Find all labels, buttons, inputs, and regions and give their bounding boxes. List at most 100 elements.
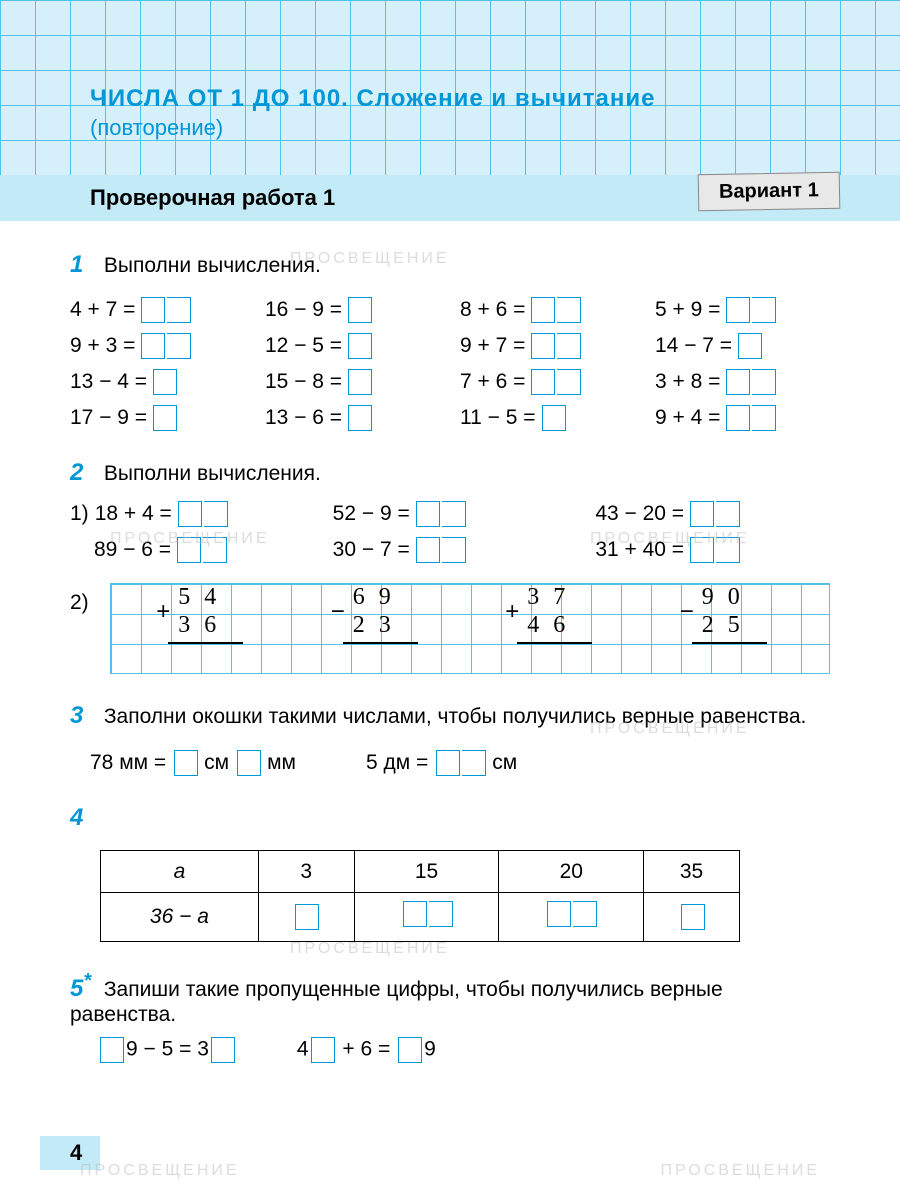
equation: 13 − 6 = [265, 405, 440, 431]
task4-table: a 3 15 20 35 36 − a [100, 850, 740, 942]
answer-box[interactable] [348, 333, 372, 359]
answer-box[interactable] [752, 405, 776, 431]
answer-box[interactable] [726, 405, 750, 431]
answer-box[interactable] [177, 537, 201, 563]
task-number: 3 [70, 702, 98, 730]
eq-text: 31 + 40 = [595, 538, 684, 562]
answer-box[interactable] [416, 501, 440, 527]
eq-text: 52 − 9 = [333, 502, 410, 526]
table-cell: 3 [258, 851, 354, 893]
unit-label: см [492, 751, 517, 775]
eq-text: 9 − 5 = 3 [126, 1038, 209, 1061]
table-cell [499, 893, 644, 942]
answer-box[interactable] [531, 369, 555, 395]
answer-box[interactable] [100, 1037, 124, 1063]
task-number: 1 [70, 251, 98, 279]
equation: 14 − 7 = [655, 333, 830, 359]
operand-2: 23 [353, 612, 405, 639]
answer-box[interactable] [462, 750, 486, 776]
eq-text: 8 + 6 = [460, 298, 525, 322]
table-cell [644, 893, 740, 942]
equation: 11 − 5 = [460, 405, 635, 431]
answer-box[interactable] [203, 537, 227, 563]
row-label: 36 − a [101, 893, 259, 942]
answer-box[interactable] [547, 901, 571, 927]
table-row: a 3 15 20 35 [101, 851, 740, 893]
column-problem: −9025 [672, 584, 792, 673]
answer-box[interactable] [716, 501, 740, 527]
answer-box[interactable] [542, 405, 566, 431]
table-row: 36 − a [101, 893, 740, 942]
units-eq-2: 5 дм = см [366, 750, 517, 776]
answer-box[interactable] [311, 1037, 335, 1063]
answer-box[interactable] [716, 537, 740, 563]
eq-text: 4 [297, 1038, 309, 1061]
equation: 9 + 7 = [460, 333, 635, 359]
eq-text: 18 + 4 = [95, 502, 172, 526]
equation: 12 − 5 = [265, 333, 440, 359]
answer-box[interactable] [752, 369, 776, 395]
answer-box[interactable] [348, 405, 372, 431]
answer-box[interactable] [752, 297, 776, 323]
content-area: 1 Выполни вычисления. 4 + 7 =16 − 9 =8 +… [0, 221, 900, 1063]
answer-box[interactable] [738, 333, 762, 359]
answer-box[interactable] [174, 750, 198, 776]
chapter-title: ЧИСЛА ОТ 1 ДО 100. Сложение и вычитание [90, 85, 656, 113]
answer-box[interactable] [141, 333, 165, 359]
eq-text: 4 + 7 = [70, 298, 135, 322]
answer-box[interactable] [141, 297, 165, 323]
answer-box[interactable] [573, 901, 597, 927]
work-title-bar: Проверочная работа 1 Вариант 1 [0, 175, 900, 221]
answer-box[interactable] [690, 501, 714, 527]
equation: 9 + 4 = [655, 405, 830, 431]
answer-box[interactable] [167, 297, 191, 323]
answer-box[interactable] [531, 297, 555, 323]
operation-sign: − [680, 598, 694, 626]
operand-2: 36 [178, 612, 230, 639]
answer-box[interactable] [557, 333, 581, 359]
operand-1: 90 [702, 584, 754, 611]
answer-box[interactable] [237, 750, 261, 776]
task1-grid: 4 + 7 =16 − 9 =8 + 6 =5 + 9 =9 + 3 =12 −… [70, 297, 830, 431]
answer-box[interactable] [531, 333, 555, 359]
row-label: a [101, 851, 259, 893]
answer-box[interactable] [416, 537, 440, 563]
answer-box[interactable] [403, 901, 427, 927]
equation: 89 − 6 = [70, 537, 305, 563]
answer-box[interactable] [681, 904, 705, 930]
table-cell: 35 [644, 851, 740, 893]
operation-sign: + [156, 598, 170, 626]
answer-box[interactable] [442, 537, 466, 563]
column-problems: 2) +5436−6923+3746−9025 [70, 583, 830, 674]
equation: 8 + 6 = [460, 297, 635, 323]
table-cell: 20 [499, 851, 644, 893]
answer-box[interactable] [726, 297, 750, 323]
answer-box[interactable] [690, 537, 714, 563]
task-2: 2 Выполни вычисления. 1)18 + 4 =52 − 9 =… [70, 459, 830, 674]
eq-text: 17 − 9 = [70, 406, 147, 430]
variant-tab: Вариант 1 [698, 172, 840, 211]
answer-box[interactable] [204, 501, 228, 527]
answer-box[interactable] [167, 333, 191, 359]
answer-box[interactable] [398, 1037, 422, 1063]
task-title: Выполни вычисления. [104, 462, 321, 485]
answer-box[interactable] [295, 904, 319, 930]
work-title: Проверочная работа 1 [90, 185, 335, 210]
eq-text: 9 [424, 1038, 436, 1061]
answer-box[interactable] [429, 901, 453, 927]
task-1: 1 Выполни вычисления. 4 + 7 =16 − 9 =8 +… [70, 251, 830, 431]
task5-equations: 9 − 5 = 3 4 + 6 = 9 [70, 1037, 830, 1063]
answer-box[interactable] [211, 1037, 235, 1063]
answer-box[interactable] [557, 297, 581, 323]
operation-sign: − [331, 598, 345, 626]
answer-box[interactable] [178, 501, 202, 527]
answer-box[interactable] [436, 750, 460, 776]
answer-box[interactable] [442, 501, 466, 527]
answer-box[interactable] [348, 369, 372, 395]
answer-box[interactable] [153, 369, 177, 395]
equation: 52 − 9 = [333, 501, 568, 527]
answer-box[interactable] [348, 297, 372, 323]
answer-box[interactable] [726, 369, 750, 395]
answer-box[interactable] [557, 369, 581, 395]
answer-box[interactable] [153, 405, 177, 431]
